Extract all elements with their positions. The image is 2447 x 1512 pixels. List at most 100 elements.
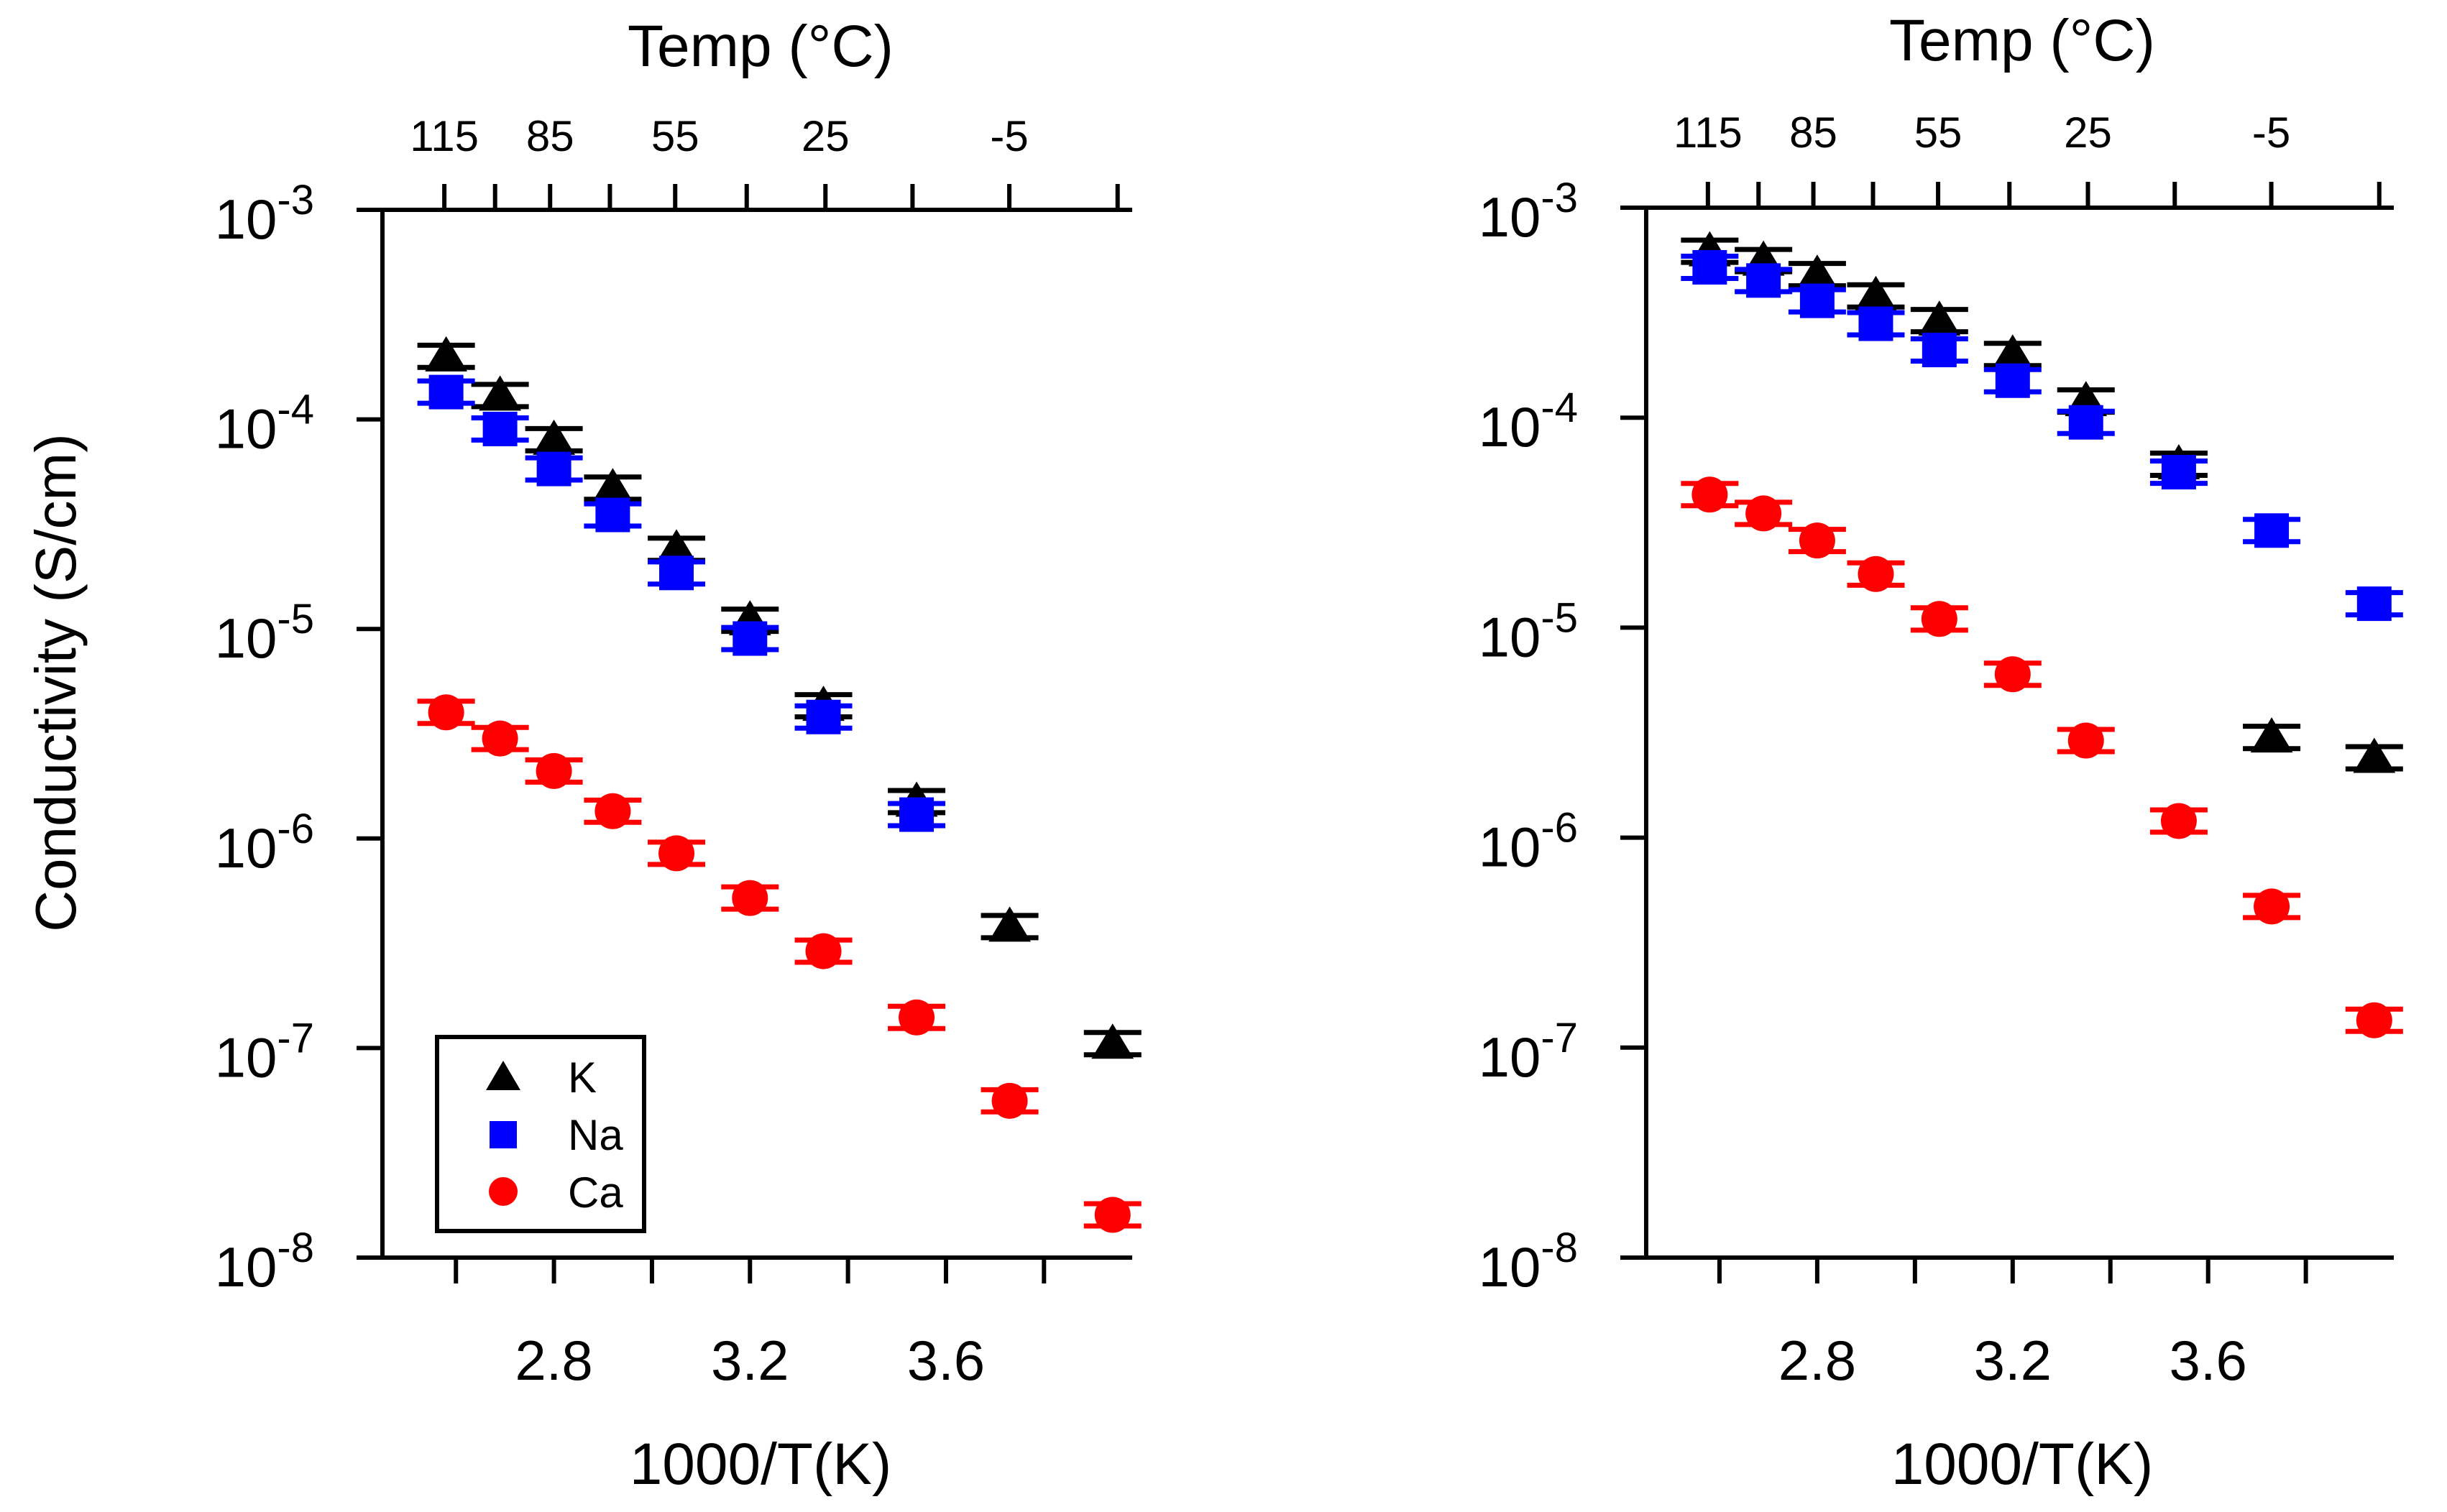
y-tick-label: 10-5 — [215, 596, 314, 670]
data-point-ca — [2160, 803, 2197, 839]
top-tick-label: 25 — [2064, 109, 2112, 157]
top-tick-label: 55 — [1914, 109, 1962, 157]
data-point-k — [1796, 254, 1839, 290]
data-point-ca — [1691, 476, 1728, 513]
x-tick-label: 2.8 — [515, 1329, 592, 1392]
y-tick-label: 10-7 — [215, 1015, 314, 1089]
top-tick-label: 25 — [802, 112, 850, 160]
y-tick-exponent: -7 — [1541, 1015, 1578, 1061]
legend-label-k: K — [568, 1054, 597, 1102]
data-point-k — [655, 529, 698, 565]
y-tick-label: 10-6 — [1479, 805, 1578, 879]
data-point-na — [1692, 249, 1727, 285]
data-point-ca — [2067, 722, 2104, 759]
data-point-na — [1799, 283, 1835, 318]
y-tick-mantissa: 10 — [1479, 605, 1541, 668]
y-tick-exponent: -5 — [277, 596, 314, 642]
data-point-ca — [732, 880, 768, 916]
legend-marker-k — [486, 1061, 520, 1090]
data-point-ca — [805, 933, 842, 969]
y-axis-label: Conductivity (S/cm) — [24, 433, 88, 931]
legend-box — [435, 1035, 646, 1233]
data-point-na — [733, 621, 768, 656]
top-tick-label: 85 — [1789, 109, 1837, 157]
data-point-na — [899, 797, 935, 832]
data-point-na — [1922, 333, 1957, 368]
data-point-na — [2254, 513, 2290, 548]
y-tick-exponent: -8 — [1541, 1225, 1578, 1271]
y-tick-exponent: -8 — [277, 1225, 314, 1271]
y-tick-exponent: -4 — [277, 387, 314, 433]
data-point-k — [479, 375, 522, 411]
y-tick-label: 10-3 — [215, 177, 314, 251]
y-tick-exponent: -5 — [1541, 594, 1578, 641]
y-tick-exponent: -6 — [277, 806, 314, 852]
data-point-na — [1995, 363, 2030, 398]
top-tick-label: -5 — [2252, 109, 2290, 157]
data-point-k — [1918, 300, 1961, 336]
legend: K Na Ca — [435, 1035, 646, 1233]
data-point-k — [1091, 1023, 1134, 1059]
y-tick-mantissa: 10 — [1479, 395, 1541, 458]
y-tick-label: 10-8 — [1479, 1225, 1578, 1299]
x-tick-label: 3.2 — [1974, 1329, 2052, 1392]
legend-marker-ca — [489, 1177, 518, 1206]
y-tick-label: 10-7 — [1479, 1015, 1578, 1089]
data-point-k — [988, 906, 1031, 942]
legend-label-ca: Ca — [568, 1168, 623, 1217]
data-point-k — [1855, 275, 1897, 311]
data-point-na — [428, 374, 464, 410]
data-point-na — [2068, 405, 2103, 440]
data-point-ca — [594, 793, 631, 829]
y-tick-mantissa: 10 — [215, 1235, 277, 1299]
data-point-k — [2250, 717, 2293, 753]
data-point-k — [425, 336, 468, 372]
y-tick-mantissa: 10 — [1479, 185, 1541, 249]
y-tick-exponent: -7 — [277, 1015, 314, 1061]
x-tick-label: 3.6 — [2169, 1329, 2246, 1392]
y-tick-label: 10-5 — [1479, 594, 1578, 668]
data-point-na — [806, 699, 841, 734]
data-point-ca — [1745, 495, 1782, 532]
y-tick-mantissa: 10 — [1479, 816, 1541, 879]
x-tick-label: 3.6 — [907, 1329, 985, 1392]
legend-label-na: Na — [568, 1111, 623, 1159]
top-tick-label: -5 — [990, 112, 1028, 160]
x-tick-label: 3.2 — [711, 1329, 789, 1392]
y-tick-label: 10-3 — [1479, 175, 1578, 249]
data-point-ca — [1994, 656, 2031, 693]
y-tick-label: 10-4 — [1479, 384, 1578, 458]
bottom-axis-title-right: 1000/T(K) — [1891, 1432, 2154, 1497]
y-tick-mantissa: 10 — [215, 816, 277, 880]
data-point-ca — [1858, 556, 1894, 592]
bottom-axis-title-left: 1000/T(K) — [630, 1432, 892, 1497]
data-point-ca — [658, 835, 695, 872]
y-tick-mantissa: 10 — [215, 188, 277, 251]
top-tick-label: 115 — [410, 112, 479, 160]
data-point-na — [1858, 306, 1893, 341]
panel-right: Temp (°C) 1000/T(K) 10-310-410-510-610-7… — [1479, 8, 2403, 1497]
top-tick-label: 55 — [651, 112, 699, 160]
y-tick-mantissa: 10 — [215, 607, 277, 670]
data-point-na — [536, 451, 571, 487]
y-tick-mantissa: 10 — [215, 1025, 277, 1089]
y-tick-label: 10-8 — [215, 1225, 314, 1299]
y-tick-exponent: -3 — [277, 177, 314, 223]
data-point-na — [595, 497, 630, 533]
data-point-k — [1991, 334, 2034, 370]
top-tick-label: 115 — [1674, 109, 1743, 157]
data-point-k — [533, 419, 575, 455]
data-point-ca — [428, 694, 464, 731]
data-point-ca — [899, 999, 935, 1036]
panel-left: Temp (°C) 1000/T(K) 10-310-410-510-610-7… — [215, 14, 1142, 1497]
data-point-ca — [1799, 522, 1835, 559]
y-tick-mantissa: 10 — [215, 397, 277, 461]
y-tick-exponent: -3 — [1541, 175, 1578, 221]
data-point-ca — [536, 752, 572, 789]
data-point-na — [2356, 586, 2392, 622]
data-point-ca — [482, 720, 518, 757]
data-point-na — [482, 411, 518, 446]
top-axis-title-left: Temp (°C) — [628, 14, 894, 79]
